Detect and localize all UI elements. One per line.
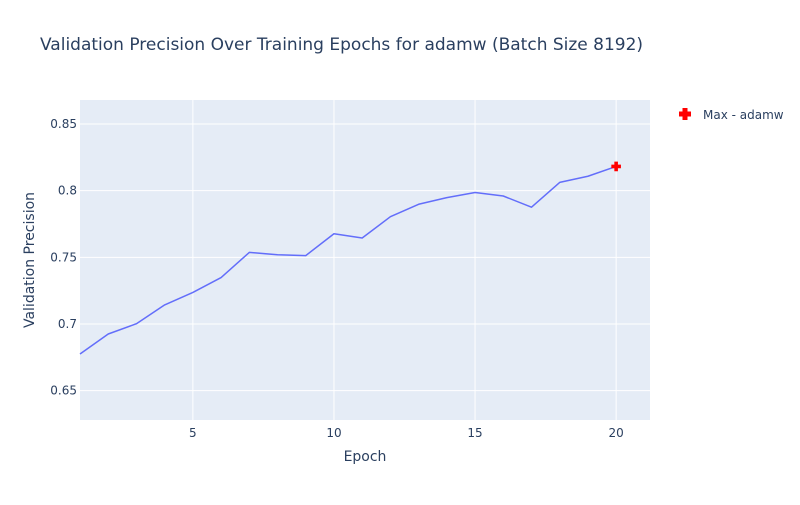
data-point[interactable]: [331, 231, 336, 236]
data-point[interactable]: [585, 174, 590, 179]
chart-title: Validation Precision Over Training Epoch…: [40, 35, 643, 55]
y-tick-label: 0.7: [58, 317, 77, 331]
data-point[interactable]: [444, 195, 449, 200]
y-tick-label: 0.75: [50, 250, 77, 264]
x-tick-label: 5: [189, 426, 197, 440]
data-point[interactable]: [557, 180, 562, 185]
x-axis-label: Epoch: [344, 449, 387, 465]
legend-label-max-adamw: Max - adamw: [703, 108, 784, 122]
data-point[interactable]: [106, 332, 111, 337]
y-tick-label: 0.65: [50, 384, 77, 398]
marker-layer: [611, 161, 621, 172]
data-point[interactable]: [529, 205, 534, 210]
y-gridlines: [80, 123, 650, 392]
data-point[interactable]: [219, 275, 224, 280]
data-point[interactable]: [134, 321, 139, 326]
data-point[interactable]: [473, 190, 478, 195]
data-point[interactable]: [78, 352, 83, 357]
y-tick-labels: 0.65 0.7 0.75 0.8 0.85: [50, 117, 77, 398]
x-tick-label: 10: [326, 426, 341, 440]
data-point[interactable]: [162, 302, 167, 307]
x-tick-labels: 5 10 15 20: [189, 426, 624, 440]
series-layer: [78, 165, 617, 357]
legend[interactable]: Max - adamw: [679, 108, 784, 122]
legend-cross-marker-icon: [679, 108, 691, 120]
x-gridlines: [192, 100, 617, 420]
y-tick-label: 0.85: [50, 117, 77, 131]
data-point[interactable]: [388, 214, 393, 219]
data-point[interactable]: [247, 250, 252, 255]
max-cross-marker[interactable]: [611, 161, 621, 172]
data-point[interactable]: [416, 202, 421, 207]
data-point[interactable]: [275, 252, 280, 257]
x-tick-label: 20: [608, 426, 623, 440]
data-point[interactable]: [190, 290, 195, 295]
data-point[interactable]: [501, 194, 506, 199]
data-point[interactable]: [303, 253, 308, 258]
x-tick-label: 15: [467, 426, 482, 440]
plot-area: [80, 100, 650, 420]
series-line-0[interactable]: [79, 165, 617, 355]
data-point[interactable]: [360, 236, 365, 241]
y-axis-label: Validation Precision: [22, 192, 38, 328]
y-tick-label: 0.8: [58, 184, 77, 198]
